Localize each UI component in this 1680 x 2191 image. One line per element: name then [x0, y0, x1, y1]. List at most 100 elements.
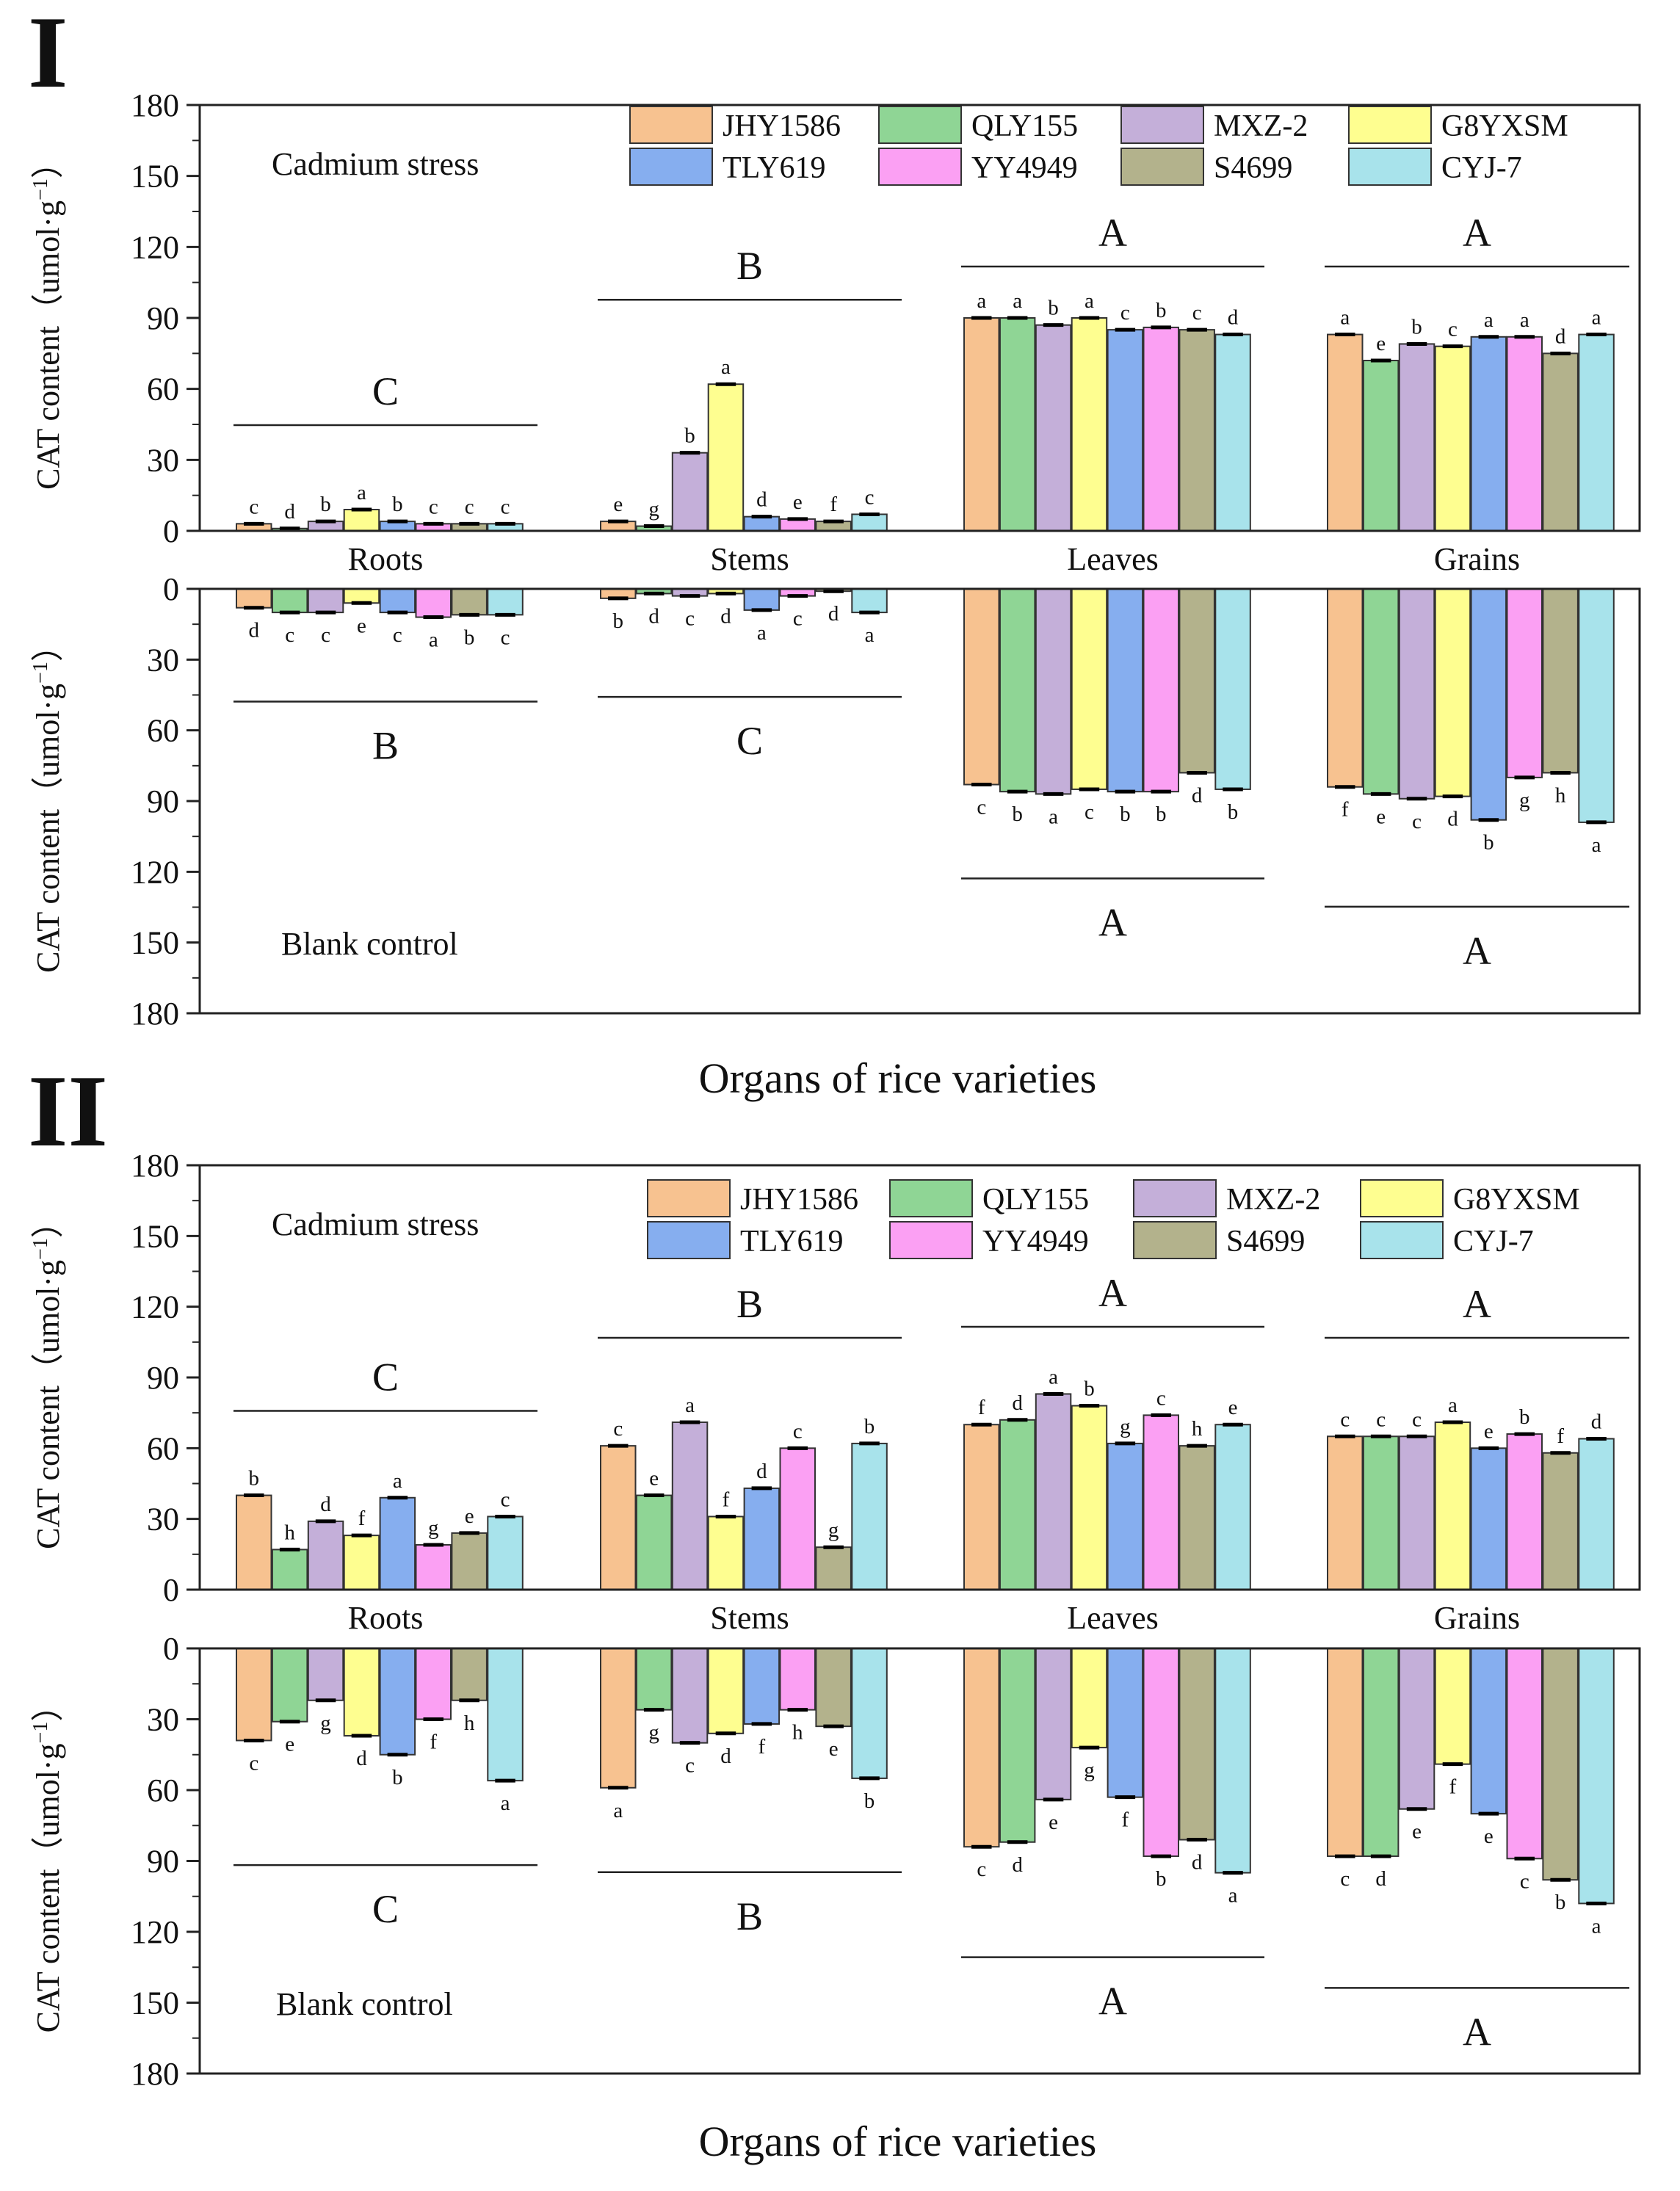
panel-I-control-bar-roots-g8yxsm — [343, 588, 380, 604]
panel-II-legend-swatch-g8yxsm — [1360, 1179, 1444, 1217]
panel-I-control-sig-letter: h — [1555, 783, 1566, 807]
panel-I-stress-bar-grains-cyj-7 — [1578, 333, 1615, 532]
panel-II-legend-label-mxz-2: MXZ-2 — [1226, 1183, 1320, 1217]
panel-II-stress-bar-leaves-mxz-2 — [1035, 1393, 1072, 1590]
panel-I-stress-ytick-label: 90 — [147, 300, 179, 336]
axes-layer — [187, 104, 1641, 2075]
panel-I-control-sig-letter: c — [321, 623, 330, 647]
panel-I-control-sig-letter: a — [757, 621, 767, 645]
panel-II-stress-bar-grains-cyj-7 — [1578, 1438, 1615, 1590]
panel-I-stress-sig-letter: a — [1592, 306, 1601, 330]
panel-II-control-bar-stems-cyj-7 — [851, 1648, 888, 1779]
panel-II-stress-bar-grains-qly155 — [1362, 1435, 1400, 1591]
panel-II-control-bar-stems-yy4949 — [779, 1648, 816, 1711]
panel-II-stress-bar-roots-yy4949 — [415, 1543, 452, 1590]
panel-II-stress-sig-letter: a — [1448, 1394, 1458, 1417]
panel-II-control-group-letter: B — [736, 1894, 763, 1938]
panel-II-control-sig-letter: d — [1375, 1867, 1386, 1891]
panel-II-control-label: Blank control — [276, 1986, 453, 2022]
panel-II-control-sig-letter: e — [1049, 1811, 1058, 1834]
panel-II-stress-sig-letter: b — [1084, 1377, 1095, 1401]
panel-II-stress-sig-letter: f — [978, 1396, 985, 1419]
panel-II-stress-bar-stems-cyj-7 — [851, 1442, 888, 1591]
panel-I-control-bar-roots-jhy1586 — [236, 588, 272, 609]
panel-I-stress-bar-leaves-yy4949 — [1143, 326, 1179, 532]
panel-II-legend-label-g8yxsm: G8YXSM — [1453, 1183, 1580, 1217]
panel-I-stress-sig-letter: f — [830, 493, 837, 516]
panel-I-stress-sig-letter: d — [1555, 325, 1566, 348]
panel-I-organ-label-grains: Grains — [1434, 541, 1520, 577]
panel-II-organ-label-roots: Roots — [348, 1600, 424, 1636]
panel-I-control-bar-roots-s4699 — [451, 588, 488, 616]
panel-II-stress-bar-stems-mxz-2 — [671, 1422, 709, 1590]
panel-I-control-sig-letter: b — [1120, 803, 1131, 826]
panel-I-control-ytick-label: 150 — [131, 925, 179, 961]
panel-I-legend-label-s4699: S4699 — [1214, 151, 1292, 185]
panel-I-control-sig-letter: d — [1192, 783, 1203, 807]
panel-II-organ-label-leaves: Leaves — [1067, 1600, 1159, 1636]
panel-II-stress-bar-leaves-g8yxsm — [1071, 1405, 1108, 1590]
panel-II-stress-bar-stems-qly155 — [635, 1494, 673, 1590]
panel-I-control-sig-letter: a — [1592, 833, 1601, 857]
panel-I-stress-sig-letter: b — [1156, 299, 1167, 322]
panel-I-stress-sig-letter: b — [1048, 297, 1059, 320]
panel-II-stress-sig-letter: a — [1049, 1365, 1058, 1388]
panel-I-control-sig-letter: a — [1049, 805, 1058, 828]
panel-II-stress-sig-letter: a — [685, 1394, 695, 1417]
panel-II-control-ytick-label: 180 — [131, 2056, 179, 2092]
panel-I-stress-ytick-label: 120 — [131, 229, 179, 265]
panel-II-stress-bar-grains-g8yxsm — [1434, 1422, 1471, 1590]
panel-II-control-bar-leaves-yy4949 — [1143, 1648, 1179, 1858]
panel-I-control-ylabel: CAT content（umol·g−1） — [29, 629, 66, 973]
panel-I-control-bar-leaves-s4699 — [1178, 588, 1215, 774]
panel-I-control-group-letter: A — [1463, 929, 1491, 973]
panel-II-stress-sig-letter: h — [284, 1521, 295, 1544]
panel-I-control-bar-leaves-g8yxsm — [1071, 588, 1108, 790]
panel-I-control-sig-letter: b — [1156, 803, 1167, 826]
panel-II-stress-bar-roots-s4699 — [451, 1532, 488, 1591]
panel-I-legend-swatch-g8yxsm — [1348, 106, 1432, 144]
panel-II-control-bar-grains-jhy1586 — [1327, 1648, 1364, 1858]
panel-II-control-bar-roots-jhy1586 — [236, 1648, 272, 1742]
panel-I-stress-bar-grains-s4699 — [1542, 352, 1579, 532]
panel-I-stress-sig-letter: c — [249, 495, 258, 518]
panel-I-control-bar-roots-mxz-2 — [307, 588, 344, 614]
panel-I-stress-ylabel: CAT content（umol·g−1） — [29, 146, 66, 490]
panel-I-legend-swatch-mxz-2 — [1120, 106, 1204, 144]
panel-I-control-bar-stems-cyj-7 — [851, 588, 888, 614]
panel-I-control-bar-leaves-yy4949 — [1143, 588, 1179, 793]
panel-I-control-sig-letter: b — [1012, 803, 1023, 826]
panel-II-stress-sig-letter: c — [1412, 1408, 1422, 1431]
panel-I-stress-sig-letter: c — [1448, 318, 1458, 341]
panel-II-control-sig-letter: c — [977, 1858, 986, 1881]
panel-I-control-sig-letter: a — [429, 629, 438, 652]
panel-II-control-sig-letter: d — [356, 1747, 367, 1770]
panel-II-stress-sig-letter: b — [1519, 1405, 1530, 1429]
text-layer: I 0 0 30 30 60 60 90 90 120 120 150 150 180 180 CAT con… — [28, 0, 1602, 2165]
panel-II-stress-sig-letter: g — [428, 1516, 439, 1540]
panel-I-control-sig-letter: f — [1342, 798, 1349, 822]
panel-II-stress-sig-letter: g — [1120, 1415, 1131, 1438]
panel-II-control-sig-letter: b — [1555, 1891, 1566, 1914]
panel-II-control-sig-letter: h — [464, 1712, 475, 1735]
panel-II-stress-sig-letter: c — [793, 1419, 803, 1443]
panel-II-xaxis-title: Organs of rice varieties — [699, 2118, 1097, 2165]
panel-I-legend-swatch-cyj-7 — [1348, 148, 1432, 186]
panel-II-control-bar-grains-yy4949 — [1506, 1648, 1543, 1860]
panel-I-control-bar-leaves-cyj-7 — [1214, 588, 1251, 790]
panel-I-stress-bar-grains-tly619 — [1470, 336, 1507, 532]
panel-I-legend-swatch-s4699 — [1120, 148, 1204, 186]
panel-II-control-sig-letter: g — [1084, 1759, 1095, 1782]
panel-II-stress-sig-letter: b — [249, 1467, 260, 1491]
panel-I-stress-sig-letter: c — [1120, 301, 1130, 325]
panel-I-stress-sig-letter: c — [501, 495, 510, 518]
panel-I-stress-bar-stems-cyj-7 — [851, 513, 888, 532]
panel-I-legend-label-g8yxsm: G8YXSM — [1441, 109, 1568, 143]
panel-I-stress-ytick-label: 60 — [147, 372, 179, 408]
panel-II-control-ytick-label: 0 — [163, 1631, 179, 1667]
panel-I-control-sig-letter: d — [828, 602, 839, 626]
panel-II-stress-bar-grains-jhy1586 — [1327, 1435, 1364, 1591]
panel-II-control-bar-leaves-mxz-2 — [1035, 1648, 1072, 1800]
panel-II-control-ytick-label: 150 — [131, 1985, 179, 2021]
